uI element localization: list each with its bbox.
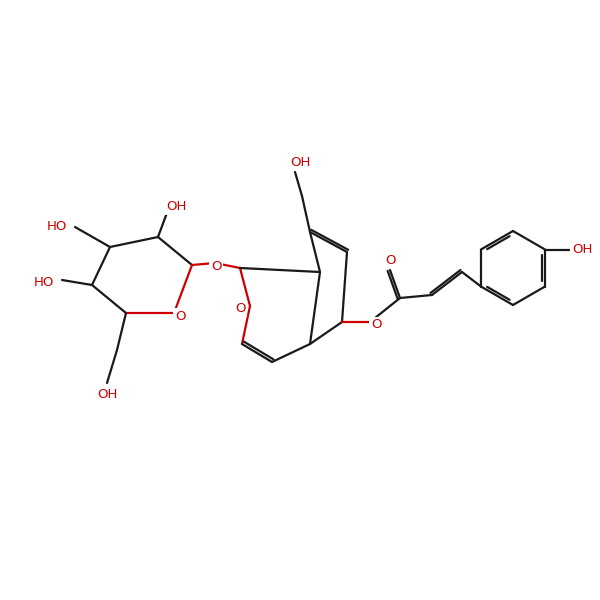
- Text: O: O: [371, 319, 381, 331]
- Text: O: O: [211, 259, 221, 272]
- Text: HO: HO: [34, 275, 54, 289]
- Text: OH: OH: [97, 388, 117, 401]
- Text: O: O: [386, 254, 396, 268]
- Text: OH: OH: [572, 243, 592, 256]
- Text: HO: HO: [47, 220, 67, 233]
- Text: OH: OH: [166, 200, 186, 214]
- Text: O: O: [235, 302, 245, 316]
- Text: O: O: [175, 310, 185, 323]
- Text: OH: OH: [290, 157, 310, 169]
